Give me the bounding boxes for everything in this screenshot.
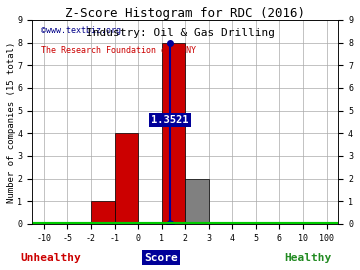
Text: Healthy: Healthy (284, 252, 331, 262)
Bar (185, 179, 209, 224)
Text: Unhealthy: Unhealthy (20, 252, 81, 262)
Title: Z-Score Histogram for RDC (2016): Z-Score Histogram for RDC (2016) (65, 7, 305, 20)
Text: ©www.textbiz.org: ©www.textbiz.org (41, 26, 121, 35)
Bar (114, 133, 138, 224)
Text: Industry: Oil & Gas Drilling: Industry: Oil & Gas Drilling (86, 28, 275, 38)
Bar (91, 201, 114, 224)
Text: 1.3521: 1.3521 (151, 115, 189, 125)
Text: Score: Score (144, 252, 177, 262)
Text: The Research Foundation of SUNY: The Research Foundation of SUNY (41, 46, 196, 55)
Bar (162, 43, 185, 224)
Y-axis label: Number of companies (15 total): Number of companies (15 total) (7, 41, 16, 202)
